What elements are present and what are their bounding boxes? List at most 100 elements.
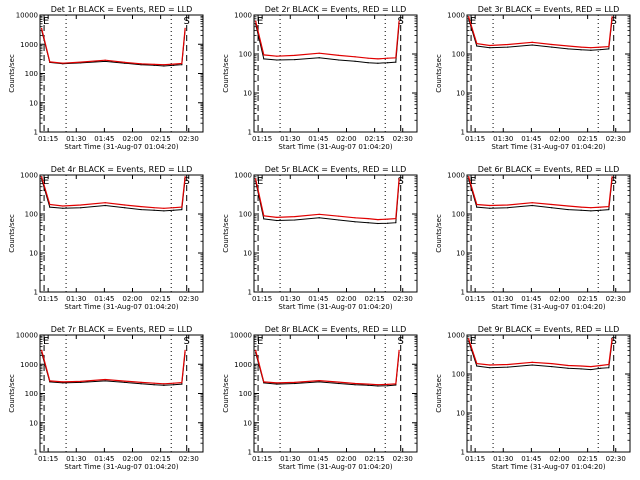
lld-point [318, 380, 320, 382]
events-point [507, 207, 509, 209]
events-point [507, 46, 509, 48]
y-axis-label: Counts/sec [8, 214, 16, 253]
y-axis-label: Counts/sec [435, 54, 443, 93]
lld-point [276, 216, 278, 218]
x-tick-label: 02:15 [365, 135, 385, 143]
y-tick-label: 1000 [20, 172, 38, 180]
lld-point [387, 383, 389, 385]
events-point [567, 367, 569, 369]
lld-point [62, 381, 64, 383]
lld-point [354, 56, 356, 58]
x-tick-label: 01:15 [252, 295, 272, 303]
x-axis-label: Start Time (31-Aug-07 01:04:20) [491, 143, 605, 151]
events-point [476, 365, 478, 367]
x-tick-label: 01:45 [94, 455, 114, 463]
events-point [153, 64, 155, 66]
events-point [163, 65, 165, 67]
events-series-line [255, 23, 400, 64]
events-point [377, 222, 379, 225]
events-point [395, 384, 397, 386]
lld-point [80, 204, 82, 206]
y-tick-label: 10 [29, 250, 38, 258]
lld-point [489, 44, 491, 47]
panel-4: Det 4r BLACK = Events, RED = LLD 1 10 100 10… [8, 165, 204, 311]
x-tick-label: 02:30 [606, 135, 626, 143]
lld-point [163, 207, 165, 209]
lld-point [507, 363, 509, 366]
lld-point [255, 178, 257, 180]
lld-point [181, 62, 183, 65]
events-point [163, 210, 165, 212]
events-point [80, 207, 82, 209]
lld-point [531, 202, 533, 204]
lld-point [395, 383, 397, 385]
panel-3: Det 3r BLACK = Events, RED = LLD 1 10 100 10… [435, 5, 631, 151]
marker-label: S [183, 336, 189, 347]
lld-point [181, 206, 183, 208]
lld-point [184, 176, 186, 178]
panel-9: Det 9r BLACK = Events, RED = LLD 1 10 100 10… [435, 325, 631, 471]
x-tick-label: 01:15 [252, 455, 272, 463]
x-tick-label: 01:30 [280, 295, 300, 303]
lld-point [181, 382, 183, 384]
events-point [49, 206, 51, 208]
events-point [140, 383, 142, 385]
y-tick-label: 1000 [447, 332, 465, 340]
x-axis-label: Start Time (31-Aug-07 01:04:20) [278, 463, 392, 471]
lld-series-line [468, 338, 613, 368]
x-axis-label: Start Time (31-Aug-07 01:04:20) [64, 463, 178, 471]
y-tick-label: 1 [248, 449, 252, 457]
lld-point [255, 349, 257, 351]
x-tick-label: 01:30 [493, 295, 513, 303]
lld-point [507, 204, 509, 206]
lld-series-line [468, 16, 613, 49]
panel-title: Det 3r BLACK = Events, RED = LLD [478, 5, 620, 14]
lld-point [377, 218, 379, 221]
y-axis-label: Counts/sec [8, 374, 16, 413]
events-point [62, 207, 64, 209]
x-tick-label: 01:30 [280, 135, 300, 143]
lld-point [184, 27, 186, 29]
lld-point [600, 46, 602, 48]
lld-point [338, 54, 340, 57]
lld-point [255, 20, 257, 22]
plot-frame [39, 174, 204, 293]
events-point [104, 60, 106, 62]
events-point [600, 48, 602, 51]
lld-point [551, 43, 553, 46]
lld-point [476, 203, 478, 206]
lld-point [468, 176, 470, 178]
events-series-line [41, 178, 186, 212]
events-point [338, 382, 340, 385]
events-point [590, 368, 592, 371]
y-tick-label: 1 [461, 129, 465, 137]
events-point [354, 221, 356, 223]
x-tick-label: 01:30 [66, 455, 86, 463]
events-point [153, 384, 155, 386]
marker-label: S [397, 16, 403, 27]
lld-point [567, 364, 569, 367]
marker-label: S [610, 16, 616, 27]
y-tick-label: 10000 [230, 332, 252, 340]
lld-point [531, 361, 533, 363]
x-tick-label: 02:30 [606, 295, 626, 303]
lld-point [140, 205, 142, 208]
events-point [294, 219, 296, 221]
x-tick-label: 02:30 [606, 455, 626, 463]
events-point [367, 62, 369, 64]
y-tick-label: 100 [25, 70, 38, 78]
y-tick-label: 100 [452, 371, 465, 379]
lld-point [41, 349, 43, 351]
x-tick-label: 02:00 [122, 455, 142, 463]
y-tick-label: 10 [29, 99, 38, 107]
events-point [590, 49, 592, 51]
marker-label: E [257, 176, 263, 187]
lld-point [387, 57, 389, 59]
x-axis-label: Start Time (31-Aug-07 01:04:20) [64, 303, 178, 311]
panel-2: Det 2r BLACK = Events, RED = LLD 1 10 100 10… [222, 5, 418, 151]
x-tick-label: 01:45 [94, 295, 114, 303]
lld-point [318, 52, 320, 54]
events-point [318, 381, 320, 383]
lld-point [49, 203, 51, 206]
lld-point [611, 338, 613, 340]
